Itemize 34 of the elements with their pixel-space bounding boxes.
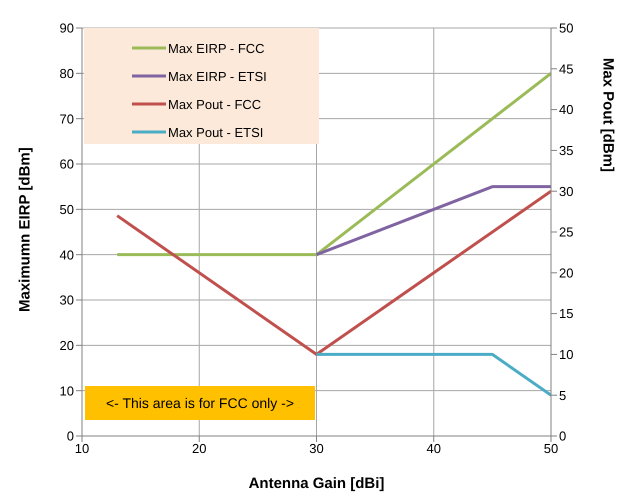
legend-label: Max Pout - FCC (168, 96, 262, 112)
x-tick-label: 50 (544, 441, 558, 456)
y-tick-label: 0 (66, 428, 74, 444)
x-axis-title: Antenna Gain [dBi] (248, 475, 384, 492)
y2-tick-label: 30 (559, 184, 574, 199)
y-tick-label: 30 (60, 292, 74, 308)
y2-tick-label: 50 (559, 20, 574, 36)
x-tick-label: 20 (192, 441, 206, 456)
annotation: <- This area is for FCC only -> (85, 386, 315, 420)
x-tick-label: 30 (309, 441, 324, 456)
y2-tick-label: 45 (559, 61, 574, 76)
legend-label: Max EIRP - FCC (168, 40, 265, 56)
y-tick-label: 90 (60, 20, 74, 36)
legend-label: Max Pout - ETSI (168, 124, 264, 140)
y2-tick-label: 20 (559, 265, 574, 280)
y-tick-label: 10 (60, 383, 74, 398)
y-tick-label: 60 (60, 156, 74, 172)
x-tick-label: 40 (426, 441, 441, 456)
y-tick-label: 40 (60, 247, 74, 262)
y2-tick-label: 15 (559, 306, 574, 322)
y2-tick-label: 10 (559, 347, 574, 362)
y2-tick-label: 40 (559, 102, 574, 118)
x-tick-label: 10 (74, 441, 90, 456)
y-tick-label: 20 (60, 338, 74, 353)
y2-tick-label: 5 (559, 388, 566, 403)
y2-tick-label: 25 (559, 224, 574, 240)
y-tick-label: 50 (60, 202, 74, 217)
y2-tick-label: 0 (559, 428, 566, 444)
y2-tick-label: 35 (559, 143, 574, 158)
legend-label: Max EIRP - ETSI (168, 68, 267, 84)
y-tick-label: 80 (60, 66, 74, 81)
y-tick-label: 70 (60, 111, 74, 126)
y2-axis-title: Max Pout [dBm] (600, 58, 617, 172)
y-axis-title: Maximumn EIRP [dBm] (16, 147, 34, 312)
